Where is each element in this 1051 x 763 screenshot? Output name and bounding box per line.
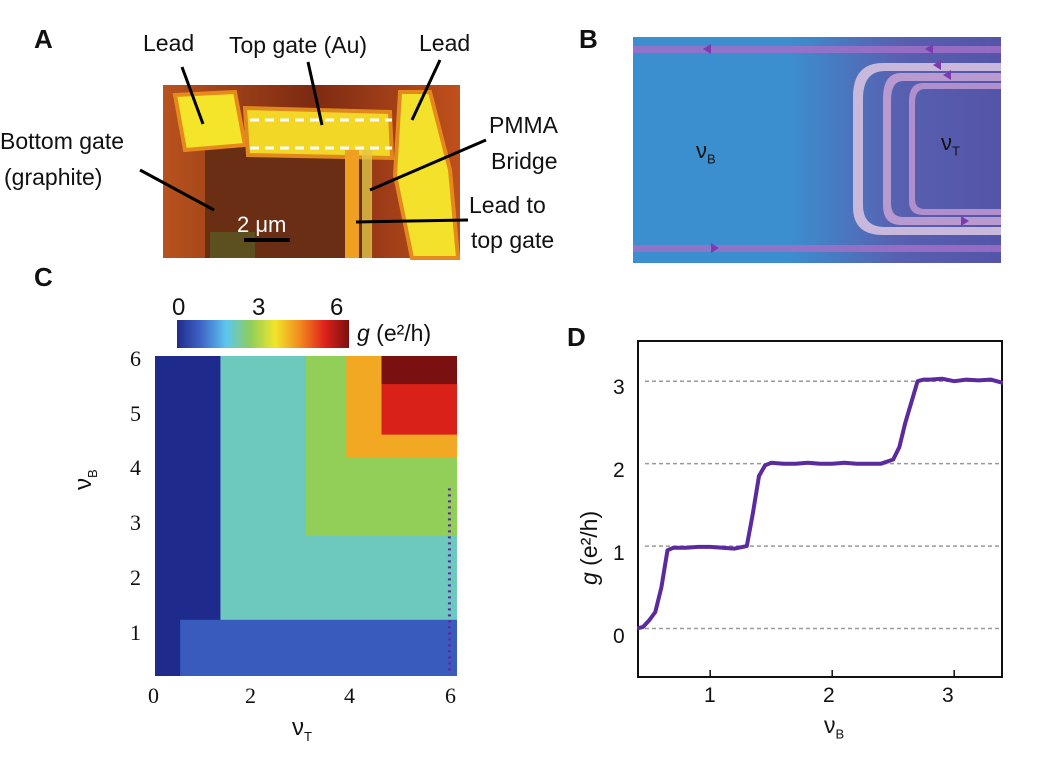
- label-lead-left: Lead: [143, 30, 195, 56]
- edge-channel-top: [633, 46, 1001, 53]
- lead-left-pad: [172, 89, 248, 153]
- d-ylabel-g: g: [576, 572, 602, 585]
- lead-to-top-gate-stripe: [345, 150, 359, 258]
- panel-a-micrograph: [139, 59, 487, 260]
- d-xtick-2: 2: [823, 684, 835, 707]
- d-xlabel-main: ν: [824, 712, 836, 738]
- d-xtick-3: 3: [942, 684, 954, 707]
- d-ylabel-units: (e²/h): [576, 510, 602, 573]
- label-lead-top-gate-line2: top gate: [471, 227, 555, 253]
- d-ytick-0: 0: [613, 625, 625, 648]
- label-lead-top-gate-line1: Lead to: [469, 192, 546, 218]
- d-ytick-3: 3: [613, 376, 625, 399]
- c-xlabel-sub: T: [304, 728, 312, 744]
- c-xlabel-main: ν: [292, 714, 304, 741]
- nu-t-sub: T: [952, 143, 960, 159]
- pointer-bottom-gate: [139, 168, 215, 212]
- conductance-trace: [637, 376, 1003, 631]
- panel-b-letter: B: [579, 24, 598, 54]
- c-ylabel-main: ν: [70, 478, 97, 490]
- plot-frame: [637, 340, 1003, 678]
- d-xtick-1: 1: [704, 684, 716, 707]
- label-pmma-line1: PMMA: [489, 112, 558, 138]
- c-ytick-4: 4: [130, 455, 141, 480]
- d-ytick-2: 2: [613, 459, 625, 482]
- edge-channel-bottom: [633, 245, 1001, 252]
- colorbar-label-g: g: [357, 320, 370, 346]
- pointer-top-gate: [306, 61, 324, 126]
- colorbar-tick-0: 0: [172, 294, 186, 321]
- label-scale-bar: 2 μm: [237, 212, 287, 237]
- label-lead-right: Lead: [419, 30, 471, 56]
- colorbar-tick-6: 6: [330, 294, 344, 321]
- label-nu-b: νB: [696, 138, 716, 166]
- d-ylabel: g (e²/h): [576, 511, 603, 585]
- panel-d-letter: D: [567, 322, 586, 352]
- graphite-edge: [210, 232, 255, 258]
- nu-b-main: ν: [696, 138, 707, 163]
- heatmap-plot: [155, 356, 457, 676]
- heatmap-region-6: [381, 356, 457, 385]
- c-ytick-6: 6: [130, 346, 141, 371]
- colorbar-tick-3: 3: [252, 294, 266, 321]
- heatmap-region-1: [180, 619, 457, 676]
- lead-right-pad: [392, 90, 461, 260]
- label-bottom-gate-line1: Bottom gate: [0, 128, 125, 154]
- c-ytick-2: 2: [130, 565, 141, 590]
- arrow-inner-bottom: [961, 216, 969, 226]
- arrow-inner-1: [933, 60, 941, 70]
- label-bottom-gate-line2: (graphite): [4, 164, 103, 190]
- c-ytick-3: 3: [130, 510, 141, 535]
- panel-b-schematic: [633, 37, 1001, 263]
- c-xtick-0: 0: [148, 683, 159, 708]
- nu-t-main: ν: [941, 130, 952, 155]
- pointer-pmma: [369, 138, 487, 192]
- colorbar: [177, 320, 349, 348]
- c-ylabel: νB: [70, 469, 100, 490]
- c-xlabel: νT: [292, 714, 312, 744]
- d-xlabel: νB: [824, 712, 844, 742]
- d-ytick-1: 1: [613, 542, 625, 565]
- pointer-lead-left: [180, 66, 205, 125]
- arrow-top-left: [703, 44, 711, 54]
- nu-b-sub: B: [707, 151, 716, 167]
- panel-a-letter: A: [34, 24, 53, 54]
- label-nu-t: νT: [941, 130, 960, 158]
- label-top-gate: Top gate (Au): [229, 32, 368, 58]
- arrow-inner-2: [943, 70, 951, 80]
- c-xtick-4: 4: [344, 683, 355, 708]
- c-ylabel-sub: B: [84, 469, 100, 478]
- colorbar-label-units: (e²/h): [369, 320, 432, 346]
- pmma-bridge-stripe: [362, 150, 372, 258]
- pointer-lead-top-gate: [355, 218, 469, 224]
- panel-c-letter: C: [34, 262, 53, 292]
- colorbar-label: g (e²/h): [357, 320, 431, 347]
- c-xtick-6: 6: [445, 683, 456, 708]
- line-plot: [637, 340, 1003, 678]
- c-ytick-1: 1: [130, 620, 141, 645]
- arrow-top-right: [925, 44, 933, 54]
- arrow-bottom-left: [711, 243, 719, 253]
- c-ytick-5: 5: [130, 401, 141, 426]
- label-pmma-line2: Bridge: [491, 148, 558, 174]
- c-xtick-2: 2: [245, 683, 256, 708]
- d-xlabel-sub: B: [835, 726, 845, 742]
- pointer-lead-right: [410, 59, 442, 121]
